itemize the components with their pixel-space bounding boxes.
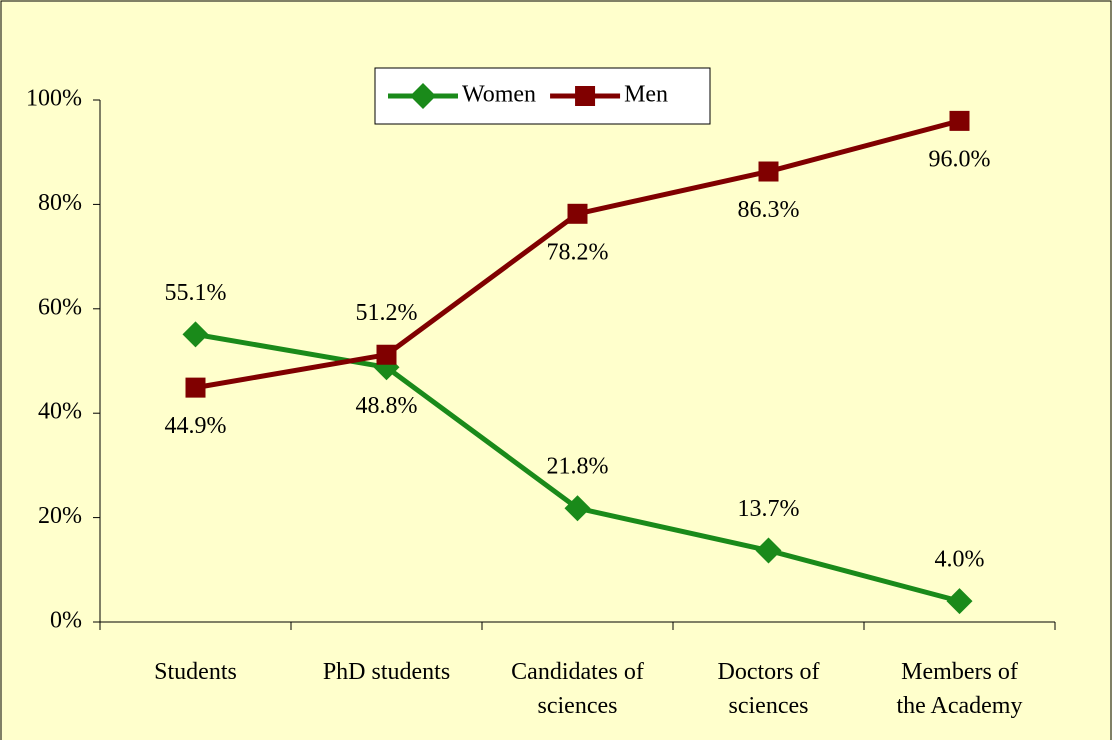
data-label: 86.3% [738, 197, 800, 223]
data-label: 96.0% [929, 146, 991, 172]
data-label: 48.8% [356, 393, 418, 419]
data-label: 44.9% [165, 413, 227, 439]
legend-label: Men [624, 82, 668, 108]
data-label: 51.2% [356, 300, 418, 326]
data-label: 21.8% [547, 454, 609, 480]
x-tick-label: Members of the Academy [896, 659, 1023, 719]
marker [185, 377, 206, 398]
y-tick-label: 40% [38, 399, 82, 425]
marker [182, 321, 209, 348]
x-tick-label: Doctors of sciences [717, 659, 820, 719]
marker [410, 83, 436, 109]
marker [758, 161, 779, 182]
y-tick-label: 0% [50, 608, 82, 634]
data-label: 78.2% [547, 239, 609, 265]
y-tick-label: 80% [38, 190, 82, 216]
x-tick-label: PhD students [322, 659, 451, 685]
data-label: 13.7% [738, 496, 800, 522]
legend-label: Women [462, 82, 536, 108]
marker [376, 344, 397, 365]
marker [575, 86, 596, 106]
marker [755, 537, 782, 564]
x-tick-label: Students [154, 659, 237, 685]
marker [567, 203, 588, 224]
y-tick-label: 100% [26, 86, 82, 112]
marker [946, 588, 973, 615]
y-tick-label: 20% [38, 503, 82, 529]
marker [564, 495, 591, 522]
data-label: 4.0% [935, 547, 985, 573]
x-tick-label: Candidates of sciences [511, 659, 644, 719]
y-tick-label: 60% [38, 294, 82, 320]
marker [949, 110, 970, 131]
data-label: 55.1% [165, 280, 227, 306]
